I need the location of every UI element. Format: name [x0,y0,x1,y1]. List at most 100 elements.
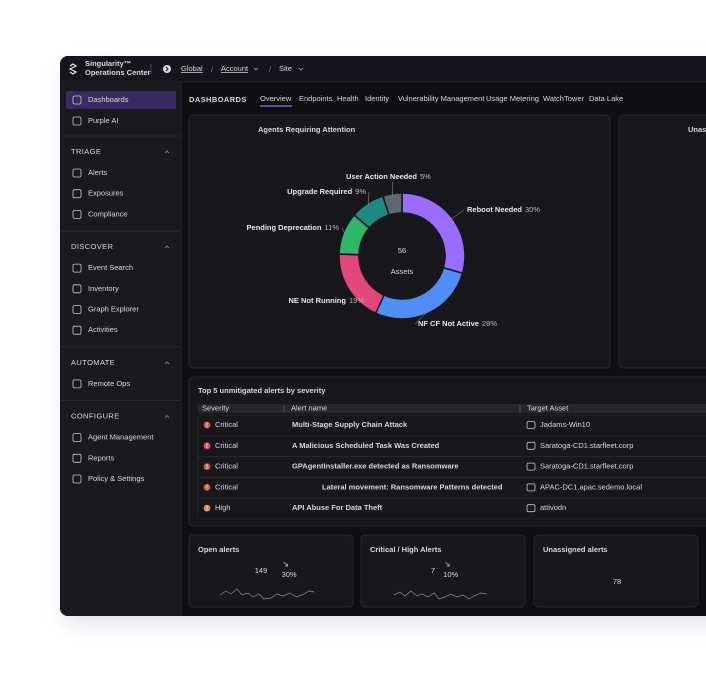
sidebar [60,82,181,616]
nav-item[interactable]: Alerts [88,168,107,177]
asset-icon [526,441,536,450]
target-asset: attivodn [540,503,566,512]
tab[interactable]: Usage Metering [486,94,539,103]
severity-glyph: ! [206,503,209,512]
card [188,534,354,608]
value-label: 19% [349,296,364,305]
severity-icon [203,442,211,450]
asset-icon [526,462,536,471]
sparkline [219,588,315,600]
tab[interactable]: Health [337,94,359,103]
column-header: Severity [202,403,229,412]
breadcrumb-separator [268,65,272,73]
tab[interactable]: Data Lake [589,94,623,103]
scope-icon [163,65,171,73]
trend-arrow [444,561,450,567]
nav-item[interactable]: Dashboards [88,95,129,104]
nav-icon [72,474,82,484]
nav-item[interactable]: Purple AI [88,116,118,125]
donut-label: NF CF Not Active 28% [418,319,497,328]
nav-item[interactable]: Remote Ops [88,379,130,388]
donut-center-value: 56 [398,246,406,255]
category-label: NE Not Running [288,296,346,305]
nav-section-title: TRIAGE [71,147,101,156]
leader-line [341,227,346,235]
tab[interactable]: Vulnerability Management [398,94,485,103]
breadcrumb[interactable]: Account [221,64,249,73]
nav-section-title: DISCOVER [71,242,114,251]
dropdown-chevron [253,67,259,71]
donut-segment [381,192,403,217]
alert-name[interactable]: Multi-Stage Supply Chain Attack [292,420,408,429]
nav-icon [72,189,82,199]
nav-item[interactable]: Agent Management [88,433,154,442]
scope-chevron [165,66,169,72]
nav-item[interactable]: Activities [88,325,118,334]
donut-label: Pending Deprecation 11% [247,223,340,232]
nav-icon [72,263,82,273]
sparkline [393,590,488,600]
severity: High [215,503,230,512]
dashboard-title: DASHBOARDS [189,95,247,104]
nav-item[interactable]: Compliance [88,209,128,218]
breadcrumb[interactable]: Site [279,64,292,73]
value-label: 30% [525,205,540,214]
card-title: Agents Requiring Attention [258,125,356,134]
brand: Singularity™ [85,59,131,68]
metric-value: 149 [255,566,268,575]
value-label: 28% [482,319,497,328]
alert-name[interactable]: GPAgentInstaller.exe detected as Ransomw… [292,462,459,471]
nav-item[interactable]: Inventory [88,284,119,293]
table-header-bg [198,404,706,413]
donut-label: Reboot Needed 30% [467,205,540,214]
breadcrumb[interactable]: Global [181,64,203,73]
collapse-chevron [164,245,170,249]
nav-item[interactable]: Event Search [88,263,133,272]
card [188,114,611,369]
leader-line [450,209,465,220]
tab[interactable]: Overview [260,94,292,103]
asset-icon [526,421,536,429]
nav-icon [72,325,82,335]
nav-item[interactable]: Graph Explorer [88,304,139,313]
severity-glyph: ! [206,441,209,450]
table-title: Top 5 unmitigated alerts by severity [198,386,326,395]
alert-name[interactable]: API Abuse For Data Theft [292,503,383,512]
alert-name[interactable]: Lateral movement: Ransomware Patterns de… [322,482,503,491]
nav-item[interactable]: Policy & Settings [88,474,145,483]
nav-icon [72,284,82,294]
metric-value: 78 [613,577,621,586]
severity: Critical [215,482,238,491]
nav-item[interactable]: Reports [88,453,115,462]
severity: Critical [215,420,238,429]
tab[interactable]: Identity [365,94,389,103]
breadcrumb-separator [210,65,214,73]
donut-label: User Action Needed 5% [346,172,431,181]
severity-glyph: ! [206,420,209,429]
nav-icon [72,379,82,389]
metric-title: Open alerts [198,545,239,554]
alert-name[interactable]: A Malicious Scheduled Task Was Created [292,441,440,450]
category-label: User Action Needed [346,172,417,181]
nav-item[interactable]: Exposures [88,189,124,198]
nav-icon [72,209,82,219]
nav-section-title: CONFIGURE [71,412,120,421]
severity-icon [203,504,211,512]
card [618,114,706,369]
card [188,376,706,527]
card [360,534,526,608]
severity-glyph: ! [206,462,209,471]
metric-value: 7 [431,566,435,575]
tab[interactable]: WatchTower [543,94,584,103]
collapse-chevron [164,150,170,154]
nav-icon [72,116,82,126]
nav-icon [72,95,82,105]
product: Operations Center [85,68,151,77]
severity-icon [203,421,211,429]
tab[interactable]: Endpoints [299,94,333,103]
leader-line [414,311,428,325]
trend-arrow [283,561,288,567]
value-label: 9% [355,187,366,196]
nav-icon [72,168,82,178]
